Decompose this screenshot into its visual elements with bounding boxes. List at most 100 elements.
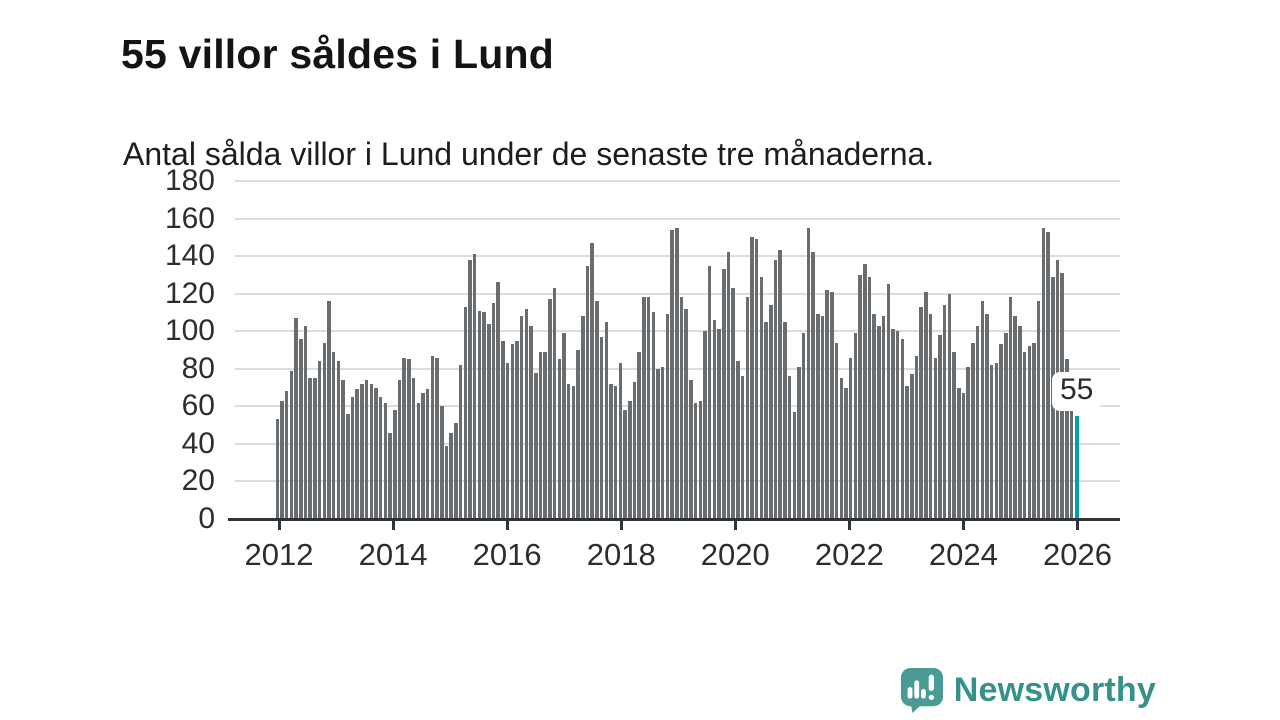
bar	[675, 227, 679, 519]
bar	[811, 252, 815, 519]
newsworthy-wordmark: Newsworthy	[953, 670, 1156, 709]
bar	[430, 355, 435, 519]
bar	[773, 259, 778, 519]
bar	[942, 304, 947, 519]
bar	[1013, 316, 1017, 519]
bar	[825, 289, 829, 519]
bar	[327, 301, 331, 519]
bar	[374, 387, 378, 519]
bar	[378, 396, 383, 519]
bar	[393, 410, 397, 519]
bar	[322, 342, 327, 519]
bar	[966, 366, 970, 519]
bar	[1022, 351, 1027, 519]
bar	[891, 329, 895, 519]
bar	[510, 344, 515, 519]
x-tick-mark-2014	[392, 520, 396, 530]
x-axis-line	[228, 518, 1120, 521]
bar	[552, 288, 557, 519]
bar-current-period	[1074, 415, 1080, 519]
bar	[548, 299, 552, 519]
bar	[792, 411, 797, 519]
bar	[623, 410, 627, 519]
bar	[759, 276, 764, 519]
bar	[421, 393, 425, 519]
bar	[284, 391, 289, 519]
bar	[872, 314, 876, 519]
bar	[924, 291, 928, 519]
chart-subtitle: Antal sålda villor i Lund under de senas…	[123, 136, 935, 172]
bar	[487, 323, 491, 519]
bar	[726, 252, 731, 519]
bar	[905, 385, 909, 519]
bar	[707, 265, 712, 519]
newsworthy-chart-bubble-icon	[900, 667, 943, 713]
y-axis-labels: 0 20 40 60 80 100 120 140 160 180	[95, 165, 215, 535]
bar	[848, 357, 853, 519]
bar	[576, 350, 580, 519]
bar	[646, 297, 651, 519]
x-tick-mark-2012	[278, 520, 281, 530]
y-tick-label-40: 40	[181, 426, 215, 460]
bar	[928, 314, 933, 519]
bar	[717, 329, 721, 519]
bar	[712, 319, 717, 519]
y-tick-label-140: 140	[164, 239, 215, 273]
bar	[440, 406, 444, 519]
bar	[534, 372, 538, 519]
bar	[477, 310, 482, 519]
current-value-label: 55	[1052, 372, 1102, 411]
bar	[613, 385, 618, 519]
bar	[670, 229, 674, 519]
bar	[449, 432, 453, 519]
x-tick-label-2014: 2014	[358, 537, 428, 572]
bar	[881, 316, 886, 519]
bar	[820, 316, 825, 519]
gridline-180	[235, 180, 1120, 182]
bar	[989, 365, 994, 519]
y-tick-label-60: 60	[181, 389, 215, 423]
bar	[1041, 227, 1046, 519]
bar	[745, 297, 750, 519]
bar	[562, 333, 566, 519]
bar	[538, 351, 543, 519]
bar	[618, 363, 623, 519]
x-tick-mark-2026	[1076, 520, 1080, 530]
bar	[938, 334, 942, 519]
bar	[1004, 333, 1008, 519]
bar	[952, 351, 956, 519]
bar	[566, 383, 571, 519]
bar	[416, 402, 421, 519]
bar	[947, 293, 952, 519]
x-tick-label-2016: 2016	[472, 537, 542, 572]
bar	[839, 378, 844, 519]
x-tick-label-2022: 2022	[814, 537, 884, 572]
bar	[491, 303, 496, 519]
bar	[919, 306, 923, 519]
bar	[679, 297, 684, 519]
y-tick-label-0: 0	[198, 502, 215, 535]
bar	[628, 400, 632, 519]
y-tick-label-20: 20	[181, 464, 215, 498]
y-tick-label-180: 180	[164, 164, 215, 197]
bar	[308, 378, 312, 519]
bar	[472, 254, 477, 519]
bar	[740, 376, 745, 519]
bar	[722, 269, 726, 519]
bar	[383, 402, 388, 519]
bar	[656, 368, 660, 519]
bar	[957, 387, 961, 519]
bar	[985, 314, 989, 519]
bar	[595, 301, 599, 519]
bar	[501, 340, 505, 519]
bar	[764, 321, 768, 519]
bar	[886, 284, 891, 519]
bar	[515, 340, 519, 519]
bar	[801, 333, 806, 519]
bar	[425, 389, 430, 519]
bar	[543, 351, 547, 519]
x-tick-mark-2020	[734, 520, 738, 530]
bar	[787, 376, 792, 519]
bar	[778, 250, 782, 519]
bar	[411, 378, 416, 519]
